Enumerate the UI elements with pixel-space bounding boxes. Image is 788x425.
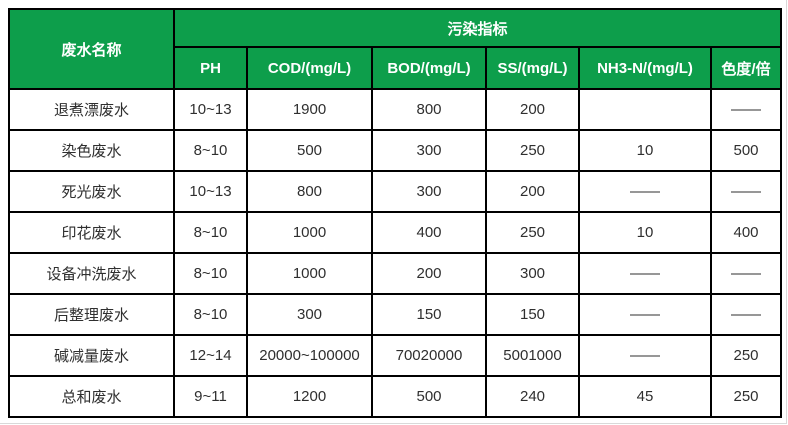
cell-ph: 9~11 — [173, 375, 248, 418]
cell-name: 退煮漂废水 — [8, 88, 175, 131]
cell-bod: 300 — [371, 129, 487, 172]
cell-ph: 8~10 — [173, 293, 248, 336]
cell-cod: 500 — [246, 129, 373, 172]
cell-nh3n — [578, 88, 712, 131]
cell-ss: 5001000 — [485, 334, 580, 377]
cell-chroma: —— — [710, 170, 782, 213]
cell-name: 设备冲洗废水 — [8, 252, 175, 295]
cell-bod: 400 — [371, 211, 487, 254]
cell-chroma: 250 — [710, 375, 782, 418]
cell-cod: 1000 — [246, 252, 373, 295]
cell-name: 染色废水 — [8, 129, 175, 172]
cell-chroma: —— — [710, 252, 782, 295]
column-header-bod: BOD/(mg/L) — [371, 46, 487, 90]
table-row: 退煮漂废水 10~13 1900 800 200 —— — [8, 88, 782, 131]
cell-ss: 240 — [485, 375, 580, 418]
cell-cod: 1200 — [246, 375, 373, 418]
wastewater-pollution-table: 废水名称 污染指标 PH COD/(mg/L) BOD/(mg/L) SS/(m… — [8, 8, 782, 418]
table-row: 后整理废水 8~10 300 150 150 —— —— — [8, 293, 782, 336]
cell-ss: 250 — [485, 129, 580, 172]
cell-bod: 800 — [371, 88, 487, 131]
cell-nh3n: —— — [578, 293, 712, 336]
table-row: 设备冲洗废水 8~10 1000 200 300 —— —— — [8, 252, 782, 295]
cell-cod: 800 — [246, 170, 373, 213]
cell-ph: 8~10 — [173, 252, 248, 295]
cell-cod: 1000 — [246, 211, 373, 254]
cell-name: 后整理废水 — [8, 293, 175, 336]
cell-name: 总和废水 — [8, 375, 175, 418]
cell-chroma: —— — [710, 293, 782, 336]
cell-ph: 8~10 — [173, 211, 248, 254]
cell-cod: 1900 — [246, 88, 373, 131]
cell-bod: 150 — [371, 293, 487, 336]
cell-ph: 8~10 — [173, 129, 248, 172]
table-row: 总和废水 9~11 1200 500 240 45 250 — [8, 375, 782, 418]
cell-bod: 500 — [371, 375, 487, 418]
cell-chroma: 400 — [710, 211, 782, 254]
table-row: 染色废水 8~10 500 300 250 10 500 — [8, 129, 782, 172]
cell-cod: 20000~100000 — [246, 334, 373, 377]
table-row: 印花废水 8~10 1000 400 250 10 400 — [8, 211, 782, 254]
cell-ph: 12~14 — [173, 334, 248, 377]
cell-ss: 250 — [485, 211, 580, 254]
column-header-cod: COD/(mg/L) — [246, 46, 373, 90]
cell-bod: 70020000 — [371, 334, 487, 377]
cell-nh3n: 45 — [578, 375, 712, 418]
cell-name: 碱减量废水 — [8, 334, 175, 377]
cell-cod: 300 — [246, 293, 373, 336]
cell-nh3n: —— — [578, 334, 712, 377]
cell-name: 印花废水 — [8, 211, 175, 254]
table-row: 死光废水 10~13 800 300 200 —— —— — [8, 170, 782, 213]
column-header-chroma: 色度/倍 — [710, 46, 782, 90]
cell-ph: 10~13 — [173, 170, 248, 213]
table-row: 碱减量废水 12~14 20000~100000 70020000 500100… — [8, 334, 782, 377]
cell-ss: 200 — [485, 88, 580, 131]
column-header-nh3n: NH3-N/(mg/L) — [578, 46, 712, 90]
column-header-ph: PH — [173, 46, 248, 90]
column-header-ss: SS/(mg/L) — [485, 46, 580, 90]
header-wastewater-name: 废水名称 — [8, 8, 175, 90]
cell-chroma: 250 — [710, 334, 782, 377]
cell-ph: 10~13 — [173, 88, 248, 131]
cell-nh3n: —— — [578, 252, 712, 295]
cell-name: 死光废水 — [8, 170, 175, 213]
cell-ss: 300 — [485, 252, 580, 295]
cell-nh3n: —— — [578, 170, 712, 213]
header-pollution-indicators-group: 污染指标 — [173, 8, 782, 48]
cell-chroma: 500 — [710, 129, 782, 172]
cell-nh3n: 10 — [578, 211, 712, 254]
cell-ss: 200 — [485, 170, 580, 213]
cell-nh3n: 10 — [578, 129, 712, 172]
cell-chroma: —— — [710, 88, 782, 131]
cell-ss: 150 — [485, 293, 580, 336]
cell-bod: 300 — [371, 170, 487, 213]
cell-bod: 200 — [371, 252, 487, 295]
